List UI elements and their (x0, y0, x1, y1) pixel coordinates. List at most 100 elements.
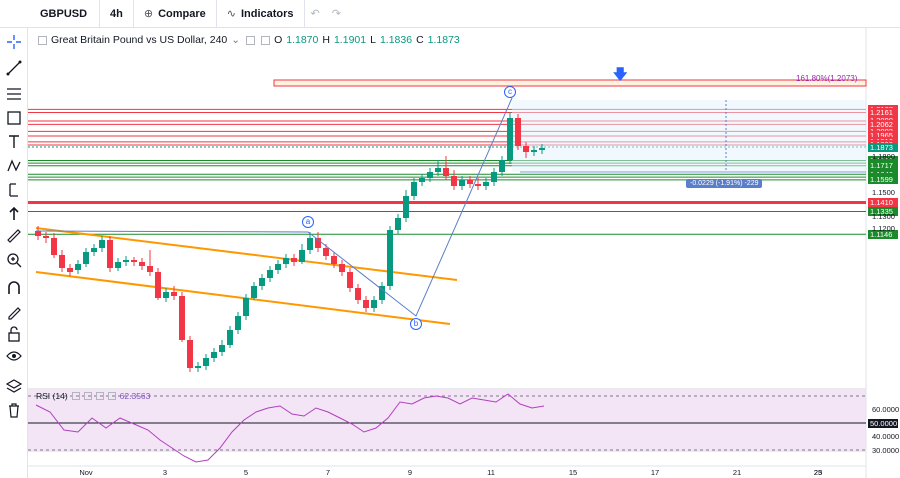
candle-body (275, 264, 281, 270)
dropdown-icon[interactable]: ⌄ (231, 34, 241, 46)
candle-body (203, 358, 209, 366)
candle-body (283, 258, 289, 264)
pattern-icon[interactable] (4, 156, 24, 176)
date-tick-label: 25 (813, 468, 823, 477)
candle-body (91, 248, 97, 252)
candle-body (131, 260, 137, 262)
candle-body (299, 250, 305, 262)
candle-body (67, 268, 73, 272)
candle-body (483, 182, 489, 186)
candle-body (139, 262, 145, 266)
price-tick-label: 1.1800 (872, 151, 895, 161)
lock-icon[interactable] (4, 324, 24, 344)
arrow-down-icon[interactable]: 🡇 (613, 66, 628, 82)
candle-body (123, 260, 129, 262)
candle-body (355, 288, 361, 300)
candle-body (75, 264, 81, 270)
candle-body (515, 118, 521, 146)
candle-body (331, 256, 337, 264)
rsi-settings-icon[interactable] (71, 392, 80, 400)
rsi-tick-label: 60.0000 (872, 405, 900, 414)
price-tick-label: 1.1200 (872, 223, 895, 233)
date-tick-label: 17 (650, 468, 660, 477)
rsi-remove-icon[interactable] (95, 392, 104, 400)
wave-label-b[interactable]: b (410, 318, 422, 330)
redo-button[interactable]: ↷ (326, 0, 347, 28)
candle-body (443, 168, 449, 176)
layers-icon[interactable] (4, 376, 24, 396)
wave-label-c[interactable]: c (504, 86, 516, 98)
interval-label: 4h (110, 7, 123, 20)
candle-body (499, 160, 505, 172)
candle-body (459, 180, 465, 186)
arrow-icon[interactable] (4, 204, 24, 224)
candle-body (403, 196, 409, 218)
candle-body (339, 264, 345, 272)
candle-body (107, 240, 113, 268)
rsi-band (28, 390, 866, 452)
candle-body (99, 240, 105, 248)
candle-body (451, 176, 457, 186)
legend-open-value: 1.1870 (286, 34, 319, 46)
compare-button[interactable]: ⊕ Compare (134, 0, 217, 28)
candle-body (315, 238, 321, 248)
text-icon[interactable] (4, 132, 24, 152)
candle-body (259, 278, 265, 286)
magnet-icon[interactable] (4, 278, 24, 298)
zoom-icon[interactable] (4, 250, 24, 270)
candle-body (531, 150, 537, 152)
wave-label-a[interactable]: a (302, 216, 314, 228)
candle-body (475, 184, 481, 186)
legend-close-label: C (416, 34, 424, 46)
price-level-label: 1.1965 (868, 131, 898, 141)
candle-body (115, 262, 121, 268)
rsi-more-icon[interactable] (107, 392, 116, 400)
candle-body (163, 292, 169, 298)
eye-icon[interactable] (4, 346, 24, 366)
indicators-icon: ∿ (226, 8, 236, 20)
rsi-tick-label: 40.0000 (872, 432, 900, 441)
ruler-icon[interactable] (4, 226, 24, 246)
rectangle-icon[interactable] (4, 108, 24, 128)
price-level-label: 1.2062 (868, 119, 898, 129)
channel-upper (35, 227, 458, 281)
candle-body (307, 238, 313, 250)
legend-high-label: H (322, 34, 330, 46)
lock-draw-icon[interactable] (4, 302, 24, 322)
crosshair-icon[interactable] (4, 32, 24, 52)
hide-square-icon[interactable] (261, 35, 271, 45)
date-tick-label: Nov (79, 468, 93, 477)
rsi-legend: RSI (14) 62.3563 (36, 391, 150, 401)
undo-button[interactable]: ↶ (305, 0, 326, 28)
candle-body (251, 286, 257, 298)
measure-tool-icon[interactable] (4, 180, 24, 200)
indicators-button[interactable]: ∿ Indicators (217, 0, 305, 28)
abc-wave-line (35, 97, 513, 317)
interval-button[interactable]: 4h (100, 0, 134, 28)
candle-body (419, 178, 425, 182)
fib-extension-label: 161.80%(1.2073) (796, 74, 858, 83)
candle-body (411, 182, 417, 196)
settings-square-icon[interactable] (246, 35, 256, 45)
candle-body (147, 266, 153, 272)
candle-body (523, 146, 529, 152)
candle-body (155, 272, 161, 298)
redo-icon: ↷ (331, 8, 341, 20)
price-tick-label: 1.1500 (872, 187, 895, 197)
top-toolbar: GBPUSD 4h ⊕ Compare ∿ Indicators ↶ ↷ (0, 0, 900, 28)
indicators-label: Indicators (240, 7, 294, 20)
candle-body (347, 272, 353, 288)
trend-line-icon[interactable] (4, 58, 24, 78)
symbol-search-button[interactable]: GBPUSD (0, 0, 100, 28)
candle-body (363, 300, 369, 308)
fib-icon[interactable] (4, 84, 24, 104)
trash-icon[interactable] (4, 400, 24, 420)
rsi-tick-label: 30.0000 (872, 445, 900, 455)
candle-body (227, 330, 233, 345)
candle-body (395, 218, 401, 230)
rsi-hide-icon[interactable] (83, 392, 92, 400)
date-tick-label: 23 (813, 468, 823, 477)
collapse-legend-icon[interactable] (38, 35, 47, 45)
